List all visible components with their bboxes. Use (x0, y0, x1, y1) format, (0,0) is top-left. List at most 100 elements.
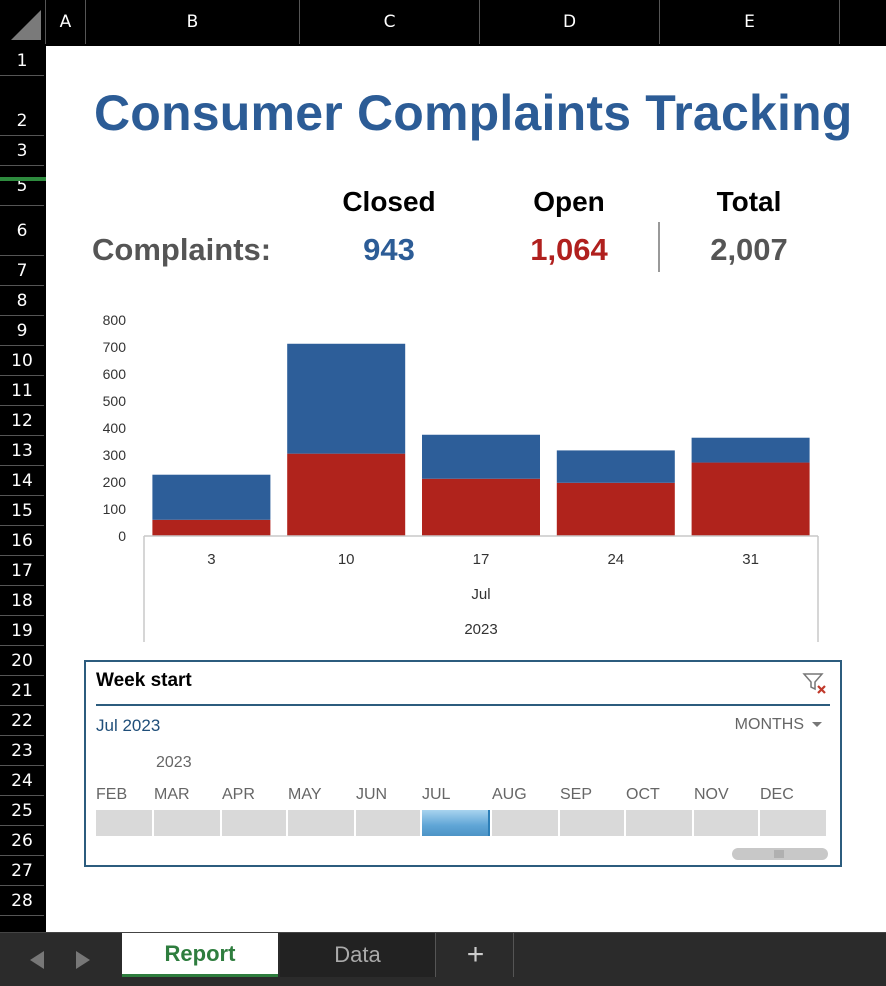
month-label-feb: FEB (96, 786, 128, 803)
month-label-nov: NOV (694, 786, 729, 803)
month-label-sep: SEP (560, 786, 593, 803)
y-tick-label: 300 (103, 447, 127, 463)
row-header-8[interactable]: 8 (0, 286, 44, 316)
complaints-chart[interactable]: 0 100 200 300 400 500 600 700 800 3 10 17 24 31 Jul 202… (46, 306, 886, 646)
row-header-1[interactable]: 1 (0, 46, 44, 76)
tab-report[interactable]: Report (122, 933, 278, 977)
x-group-year-label: 2023 (464, 621, 497, 638)
month-tile-jul[interactable] (422, 810, 490, 836)
select-all-icon (11, 10, 41, 40)
bar-series2-3 (152, 474, 271, 520)
bar-series1-10 (287, 453, 406, 536)
x-tick-label: 10 (338, 551, 355, 568)
scroll-thumb[interactable] (774, 850, 784, 858)
select-all-corner[interactable] (0, 0, 46, 44)
y-tick-label: 600 (103, 366, 127, 382)
column-header-c[interactable]: C (300, 0, 480, 44)
slicer-title: Week start (96, 670, 192, 691)
row-header-19[interactable]: 19 (0, 616, 44, 646)
column-header-b[interactable]: B (86, 0, 300, 44)
kpi-divider (658, 222, 660, 272)
row-header-27[interactable]: 27 (0, 856, 44, 886)
row-header-18[interactable]: 18 (0, 586, 44, 616)
row-header-11[interactable]: 11 (0, 376, 44, 406)
month-tile-aug[interactable] (492, 810, 558, 836)
y-tick-label: 0 (118, 528, 126, 544)
month-tile-may[interactable] (288, 810, 354, 836)
row-header-13[interactable]: 13 (0, 436, 44, 466)
slicer-year-label: 2023 (156, 754, 192, 771)
column-header-a[interactable]: A (46, 0, 86, 44)
week-start-slicer[interactable]: Week start Jul 2023 MONTHS 2023 FEB MAR AP… (84, 660, 842, 867)
add-sheet-button[interactable]: + (438, 933, 514, 977)
month-tile-feb[interactable] (96, 810, 152, 836)
column-header-d[interactable]: D (480, 0, 660, 44)
tab-next-icon[interactable] (76, 951, 90, 969)
sheet-tab-bar: Report Data + (0, 932, 886, 986)
time-level-label: MONTHS (734, 716, 804, 733)
filter-clear-icon[interactable] (802, 672, 828, 696)
tab-prev-icon[interactable] (30, 951, 44, 969)
open-header: Open (533, 186, 605, 217)
month-tile-apr[interactable] (222, 810, 286, 836)
month-tile-mar[interactable] (154, 810, 220, 836)
month-tile-dec[interactable] (760, 810, 826, 836)
month-label-may: MAY (288, 786, 322, 803)
slicer-selection-label: Jul 2023 (96, 716, 161, 735)
row-header-7[interactable]: 7 (0, 256, 44, 286)
x-tick-label: 24 (607, 551, 624, 568)
row-header-12[interactable]: 12 (0, 406, 44, 436)
month-tile-nov[interactable] (694, 810, 758, 836)
bar-series1-3 (152, 519, 271, 536)
page-title: Consumer Complaints Tracking (94, 85, 853, 141)
row-header-6[interactable]: 6 (0, 206, 44, 256)
bar-series2-10 (287, 343, 406, 454)
row-header-2[interactable]: 2 (0, 76, 44, 136)
row-header-20[interactable]: 20 (0, 646, 44, 676)
row-header-25[interactable]: 25 (0, 796, 44, 826)
row-header-3[interactable]: 3 (0, 136, 44, 166)
month-tile-oct[interactable] (626, 810, 692, 836)
y-tick-label: 400 (103, 420, 127, 436)
month-tile-sep[interactable] (560, 810, 624, 836)
bar-series2-24 (556, 450, 675, 483)
row-header-17[interactable]: 17 (0, 556, 44, 586)
row-header-14[interactable]: 14 (0, 466, 44, 496)
y-tick-label: 800 (103, 312, 127, 328)
row-header-9[interactable]: 9 (0, 316, 44, 346)
month-tile-jun[interactable] (356, 810, 420, 836)
x-tick-label: 17 (473, 551, 490, 568)
month-label-mar: MAR (154, 786, 190, 803)
row-header-28[interactable]: 28 (0, 886, 44, 916)
row-header-21[interactable]: 21 (0, 676, 44, 706)
x-tick-label: 31 (742, 551, 759, 568)
y-tick-label: 700 (103, 339, 127, 355)
bar-series1-31 (691, 462, 810, 536)
worksheet[interactable]: Consumer Complaints Tracking Closed Open… (46, 46, 886, 932)
month-label-jun: JUN (356, 786, 388, 803)
total-header: Total (716, 186, 782, 217)
column-header-f[interactable] (840, 0, 886, 44)
closed-value: 943 (363, 232, 415, 267)
row-header-16[interactable]: 16 (0, 526, 44, 556)
total-value: 2,007 (710, 232, 788, 267)
month-label-oct: OCT (626, 786, 660, 803)
column-header-e[interactable]: E (660, 0, 840, 44)
column-header-bar: A B C D E (0, 0, 886, 46)
tab-data[interactable]: Data (280, 933, 436, 977)
row-header-15[interactable]: 15 (0, 496, 44, 526)
row-header-22[interactable]: 22 (0, 706, 44, 736)
row-header-5[interactable]: 5 (0, 166, 44, 206)
row-header-10[interactable]: 10 (0, 346, 44, 376)
timeline-scrollbar[interactable] (732, 848, 828, 860)
y-tick-label: 200 (103, 474, 127, 490)
complaints-label: Complaints: (92, 232, 272, 267)
month-label-aug: AUG (492, 786, 527, 803)
row-header-26[interactable]: 26 (0, 826, 44, 856)
bar-series1-24 (556, 482, 675, 536)
row-header-23[interactable]: 23 (0, 736, 44, 766)
time-level-dropdown[interactable]: MONTHS (735, 716, 822, 734)
chevron-down-icon (812, 722, 822, 728)
row-header-24[interactable]: 24 (0, 766, 44, 796)
x-tick-label: 3 (207, 551, 215, 568)
